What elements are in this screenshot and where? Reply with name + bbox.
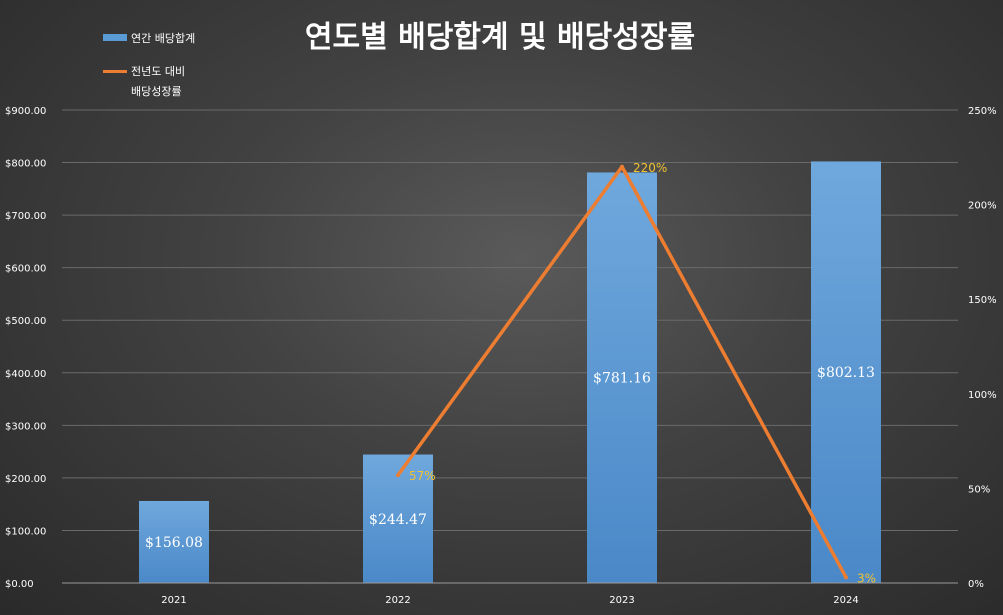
line-series: 57% 220% 3% (396, 161, 876, 585)
bar-series: $156.08 $244.47 $781.16 $802.13 (139, 161, 881, 583)
y-right-tick-label: 200% (968, 201, 997, 212)
y-left-tick-label: $900.00 (5, 106, 46, 117)
bar-value-label: $802.13 (817, 365, 875, 381)
y-left-tick-label: $700.00 (5, 211, 46, 222)
line-value-label: 220% (633, 161, 667, 175)
y-right-tick-label: 0% (968, 579, 984, 590)
y-right-tick-label: 150% (968, 295, 997, 306)
legend-label-line: 전년도 대비 배당성장률 (131, 65, 185, 98)
line-point (844, 575, 848, 580)
y-left-tick-label: $400.00 (5, 369, 46, 380)
bar-value-label: $781.16 (593, 371, 651, 387)
line-point (396, 473, 400, 478)
y-left-tick-label: $300.00 (5, 421, 46, 432)
y-left-tick-label: $600.00 (5, 264, 46, 275)
bar-value-label: $244.47 (369, 512, 427, 528)
y-left-tick-label: $0.00 (5, 579, 34, 590)
y-left-tick-label: $200.00 (5, 474, 46, 485)
y-right-tick-label: 100% (968, 390, 997, 401)
x-tick-label: 2022 (385, 595, 410, 606)
y-left-tick-label: $500.00 (5, 316, 46, 327)
line-value-label: 3% (857, 571, 876, 585)
y-left-tick-label: $100.00 (5, 526, 46, 537)
bar-value-label: $156.08 (145, 535, 203, 551)
x-tick-label: 2024 (833, 595, 858, 606)
legend-swatch-line (103, 70, 127, 73)
y-right-tick-label: 250% (968, 106, 997, 117)
x-tick-label: 2021 (161, 595, 186, 606)
x-tick-label: 2023 (609, 595, 634, 606)
y-left-tick-label: $800.00 (5, 159, 46, 170)
legend-label-bar: 연간 배당합계 (131, 32, 195, 45)
legend-swatch-bar (103, 34, 127, 41)
chart-title: 연도별 배당합계 및 배당성장률 (305, 20, 695, 55)
bar (587, 172, 657, 583)
line-value-label: 57% (409, 469, 436, 483)
bar (139, 500, 209, 583)
axes: $0.00 $100.00 $200.00 $300.00 $400.00 $500.00… (5, 106, 997, 606)
line-point (620, 164, 624, 169)
bar (811, 161, 881, 583)
y-right-tick-label: 50% (968, 484, 990, 495)
